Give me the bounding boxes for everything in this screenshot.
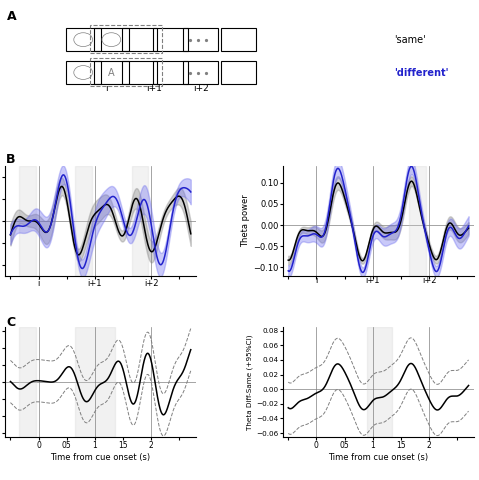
Bar bbox=[183, 28, 218, 51]
Text: i+2: i+2 bbox=[193, 84, 208, 93]
Text: i: i bbox=[315, 276, 318, 285]
Bar bbox=[94, 61, 129, 84]
Bar bbox=[90, 25, 161, 53]
Text: i+1: i+1 bbox=[146, 84, 161, 93]
Y-axis label: Theta Diff-Same (+95%CI): Theta Diff-Same (+95%CI) bbox=[247, 334, 253, 430]
Y-axis label: Theta power: Theta power bbox=[241, 194, 251, 247]
Bar bbox=[410, 166, 426, 276]
Bar bbox=[75, 327, 114, 437]
Text: i+1: i+1 bbox=[88, 278, 102, 288]
Bar bbox=[132, 166, 148, 276]
Bar bbox=[122, 61, 157, 84]
Bar bbox=[122, 28, 157, 51]
Bar bbox=[153, 61, 188, 84]
Bar bbox=[66, 28, 101, 51]
Bar bbox=[221, 61, 256, 84]
Text: i: i bbox=[105, 84, 108, 93]
Text: A: A bbox=[108, 68, 114, 77]
Text: C: C bbox=[6, 316, 15, 329]
Bar bbox=[221, 28, 256, 51]
Bar bbox=[94, 28, 129, 51]
Text: i+2: i+2 bbox=[422, 276, 436, 285]
Text: 'same': 'same' bbox=[394, 36, 426, 45]
Bar bbox=[90, 58, 161, 86]
Text: i+2: i+2 bbox=[144, 278, 159, 288]
Bar bbox=[75, 166, 92, 276]
Text: B: B bbox=[6, 153, 15, 166]
Bar bbox=[367, 327, 392, 437]
Bar bbox=[183, 61, 218, 84]
Text: 'different': 'different' bbox=[394, 68, 449, 78]
Text: i+1: i+1 bbox=[365, 276, 380, 285]
Bar bbox=[19, 166, 36, 276]
X-axis label: Time from cue onset (s): Time from cue onset (s) bbox=[328, 453, 429, 462]
Text: A: A bbox=[7, 10, 17, 23]
Bar bbox=[19, 327, 36, 437]
Bar bbox=[153, 28, 188, 51]
Text: i: i bbox=[37, 278, 40, 288]
X-axis label: Time from cue onset (s): Time from cue onset (s) bbox=[50, 453, 151, 462]
Bar bbox=[66, 61, 101, 84]
